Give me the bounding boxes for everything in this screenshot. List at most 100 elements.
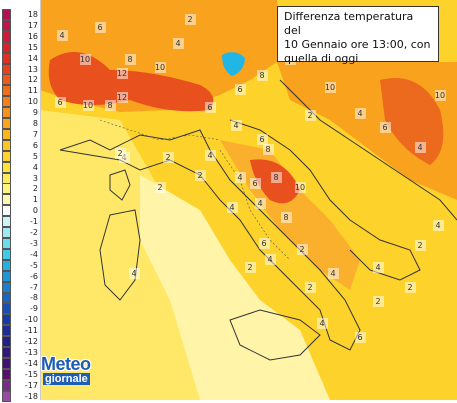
legend-swatch xyxy=(2,128,11,140)
legend-label: -17 xyxy=(24,380,38,390)
legend-swatch xyxy=(2,19,11,31)
map-label-box xyxy=(380,122,391,133)
legend-swatch xyxy=(2,216,11,228)
map-value-label: 10 xyxy=(435,91,445,100)
legend-swatch xyxy=(2,303,11,315)
legend-swatch xyxy=(2,161,11,173)
map-label-box xyxy=(263,144,274,155)
legend-swatch xyxy=(2,52,11,64)
legend-item: 1 xyxy=(0,193,40,206)
legend-item: -14 xyxy=(0,357,40,370)
map-label-box xyxy=(271,172,282,183)
legend-item: 11 xyxy=(0,84,40,97)
legend-label: 1 xyxy=(32,195,38,205)
legend-label: -14 xyxy=(24,358,38,368)
map-label-box xyxy=(317,318,328,329)
legend-swatch xyxy=(2,150,11,162)
legend-swatch xyxy=(2,9,11,20)
legend-item: 0 xyxy=(0,204,40,217)
meteogiornale-logo: Meteo giornale xyxy=(41,354,97,394)
pale-sea-region-2 xyxy=(140,175,330,400)
cold-spot xyxy=(222,52,245,76)
info-line-3: quella di oggi xyxy=(284,52,359,65)
map-value-label: 12 xyxy=(117,69,127,78)
legend-item: 16 xyxy=(0,30,40,43)
map-label-box xyxy=(305,110,316,121)
map-label-box xyxy=(405,282,416,293)
map-label-box xyxy=(155,182,166,193)
legend-label: 9 xyxy=(32,108,38,118)
map-value-label: 6 xyxy=(207,103,212,112)
map-label-box xyxy=(83,100,94,111)
legend-label: -8 xyxy=(30,293,38,303)
legend-item: 6 xyxy=(0,139,40,152)
map-label-box xyxy=(433,220,444,231)
legend-swatch xyxy=(2,379,11,391)
map-value-label: 2 xyxy=(165,153,170,162)
legend-item: 10 xyxy=(0,95,40,108)
map-value-label: 4 xyxy=(237,173,242,182)
map-label-box xyxy=(231,120,242,131)
legend-item: -6 xyxy=(0,270,40,283)
legend-item: 9 xyxy=(0,106,40,119)
map-value-label: 10 xyxy=(325,83,335,92)
legend-item: -10 xyxy=(0,313,40,326)
map-label-box xyxy=(105,100,116,111)
map-label-box xyxy=(297,244,308,255)
legend-swatch xyxy=(2,270,11,282)
legend-swatch xyxy=(2,259,11,271)
legend-label: -10 xyxy=(24,315,38,325)
map-value-label: 4 xyxy=(229,203,234,212)
map-value-label: 2 xyxy=(187,15,192,24)
color-legend: 18 17 16 15 14 13 12 11 10 9 8 7 6 5 4 3 2 1 0 -1 -2 -3 -4 -5 -6… xyxy=(0,0,41,402)
region-borders-2 xyxy=(219,149,291,261)
legend-item: 5 xyxy=(0,150,40,163)
map-label-box xyxy=(205,150,216,161)
legend-swatch xyxy=(2,205,11,217)
map-value-label: 8 xyxy=(107,101,112,110)
map-value-label: 10 xyxy=(80,55,90,64)
map-label-box xyxy=(373,296,384,307)
legend-item: 18 xyxy=(0,8,40,21)
map-value-label: 6 xyxy=(261,239,266,248)
map-value-label: 2 xyxy=(307,111,312,120)
legend-swatch xyxy=(2,85,11,97)
map-label-box xyxy=(117,92,128,103)
map-label-box xyxy=(305,282,316,293)
legend-label: -15 xyxy=(24,369,38,379)
map-value-label: 2 xyxy=(299,245,304,254)
legend-swatch xyxy=(2,368,11,380)
map-value-label: 8 xyxy=(283,213,288,222)
legend-label: -11 xyxy=(24,326,38,336)
map-value-label: 8 xyxy=(259,71,264,80)
legend-label: -13 xyxy=(24,347,38,357)
map-label-box xyxy=(235,172,246,183)
legend-item: -1 xyxy=(0,215,40,228)
legend-swatch xyxy=(2,237,11,249)
legend-item: 3 xyxy=(0,172,40,185)
map-label-box xyxy=(235,84,246,95)
balkan-coastline xyxy=(279,79,457,221)
legend-item: 17 xyxy=(0,19,40,32)
legend-label: 13 xyxy=(27,64,38,74)
sicily-outline xyxy=(229,309,321,361)
map-label-box xyxy=(415,142,426,153)
legend-swatch xyxy=(2,172,11,184)
map-label-box xyxy=(173,38,184,49)
legend-item: -7 xyxy=(0,281,40,294)
legend-label: 11 xyxy=(27,86,38,96)
map-label-box xyxy=(257,70,268,81)
legend-swatch xyxy=(2,96,11,108)
legend-swatch xyxy=(2,30,11,42)
map-value-label: 4 xyxy=(207,151,212,160)
legend-item: -17 xyxy=(0,379,40,392)
legend-label: 14 xyxy=(27,53,38,63)
legend-label: 6 xyxy=(32,140,38,150)
map-label-box xyxy=(415,240,426,251)
legend-label: 5 xyxy=(32,151,38,161)
logo-sub-text: giornale xyxy=(43,373,90,385)
legend-swatch xyxy=(2,281,11,293)
map-label-box xyxy=(125,54,136,65)
legend-item: -4 xyxy=(0,248,40,261)
map-value-label: 2 xyxy=(157,183,162,192)
